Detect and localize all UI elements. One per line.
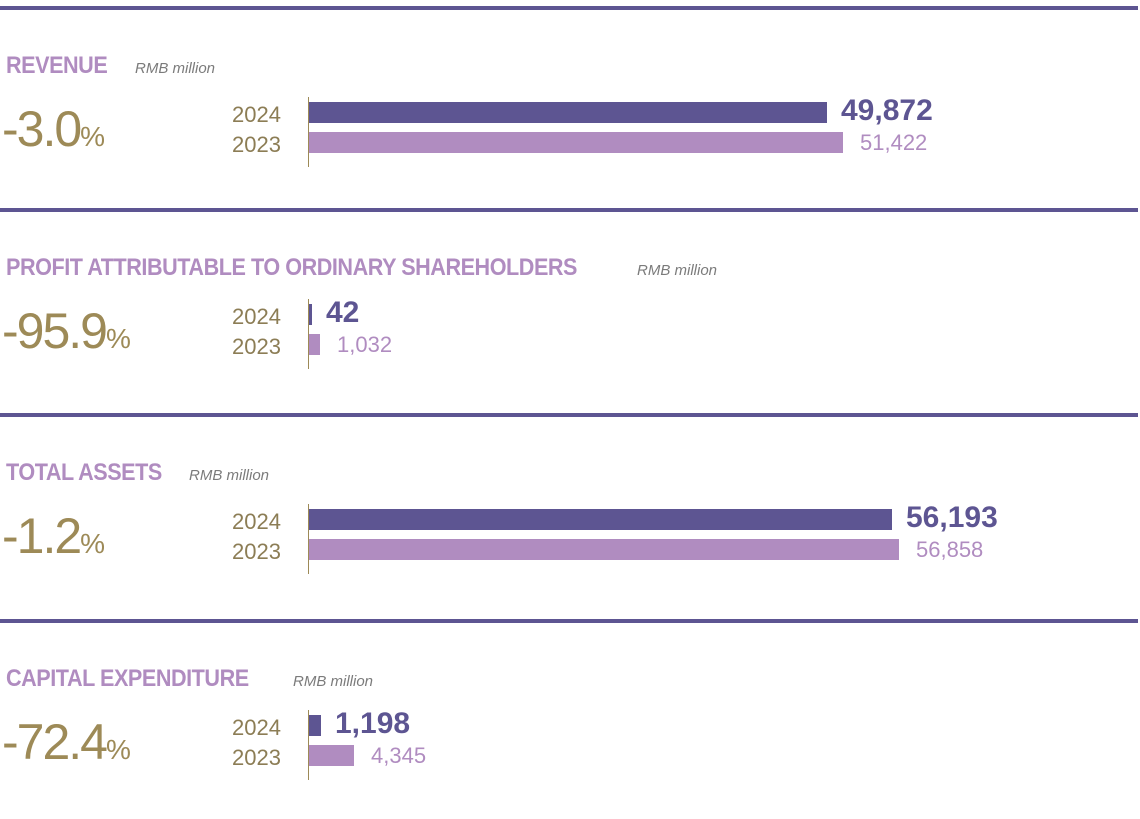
change-suffix: % [80,528,106,559]
change-percentage: -1.2% [2,507,105,565]
data-label-2023: 1,032 [337,332,393,357]
change-value: -95.9 [2,303,108,359]
change-suffix: % [105,734,131,765]
section-header: TOTAL ASSETS RMB million [6,459,269,487]
year-label: 2023 [232,334,281,359]
bar-2024 [309,102,827,123]
change-value: -1.2 [2,508,82,564]
change-percentage: -72.4% [2,713,131,771]
year-label: 2023 [232,745,281,770]
year-label: 2024 [232,304,281,329]
section-header: CAPITAL EXPENDITURE RMB million [6,665,373,693]
section-profit: PROFIT ATTRIBUTABLE TO ORDINARY SHAREHOL… [0,208,1140,408]
change-percentage: -3.0% [2,100,105,158]
section-revenue: REVENUE RMB million -3.0% 2024 49,872 2023 51,… [0,6,1140,206]
unit-label: RMB million [135,60,216,77]
change-suffix: % [80,121,106,152]
bar-2023 [309,745,354,766]
chart-axis [308,97,309,167]
chart-title: REVENUE [6,52,108,79]
change-value: -72.4 [2,714,108,770]
chart-axis [308,504,309,574]
bar-2024 [309,715,321,736]
section-header: PROFIT ATTRIBUTABLE TO ORDINARY SHAREHOL… [6,254,717,282]
data-label-2023: 4,345 [371,743,427,768]
section-divider [0,413,1138,417]
data-label-2024: 49,872 [841,94,933,127]
year-label: 2024 [232,715,281,740]
section-divider [0,6,1138,10]
section-header: REVENUE RMB million [6,52,215,80]
data-label-2024: 1,198 [335,707,411,740]
section-capex: CAPITAL EXPENDITURE RMB million -72.4% 2024… [0,619,1140,819]
section-divider [0,208,1138,212]
bar-2023 [309,334,320,355]
chart-title: CAPITAL EXPENDITURE [6,665,249,692]
section-divider [0,619,1138,623]
year-label: 2024 [232,509,281,534]
unit-label: RMB million [189,467,270,484]
chart-title: TOTAL ASSETS [6,459,162,486]
bar-2023 [309,539,899,560]
data-label-2024: 42 [326,296,360,329]
chart-axis [308,299,309,369]
chart-title: PROFIT ATTRIBUTABLE TO ORDINARY SHAREHOL… [6,254,578,281]
data-label-2024: 56,193 [906,501,998,534]
data-label-2023: 51,422 [860,130,928,155]
year-label: 2023 [232,132,281,157]
unit-label: RMB million [293,673,374,690]
year-label: 2023 [232,539,281,564]
change-suffix: % [105,323,131,354]
change-value: -3.0 [2,101,82,157]
chart-axis [308,710,309,780]
bar-2024 [309,509,892,530]
change-percentage: -95.9% [2,302,131,360]
bar-2023 [309,132,843,153]
section-total-assets: TOTAL ASSETS RMB million -1.2% 2024 56,193 20… [0,413,1140,613]
unit-label: RMB million [637,262,718,279]
bar-2024 [309,304,312,325]
data-label-2023: 56,858 [916,537,984,562]
year-label: 2024 [232,102,281,127]
